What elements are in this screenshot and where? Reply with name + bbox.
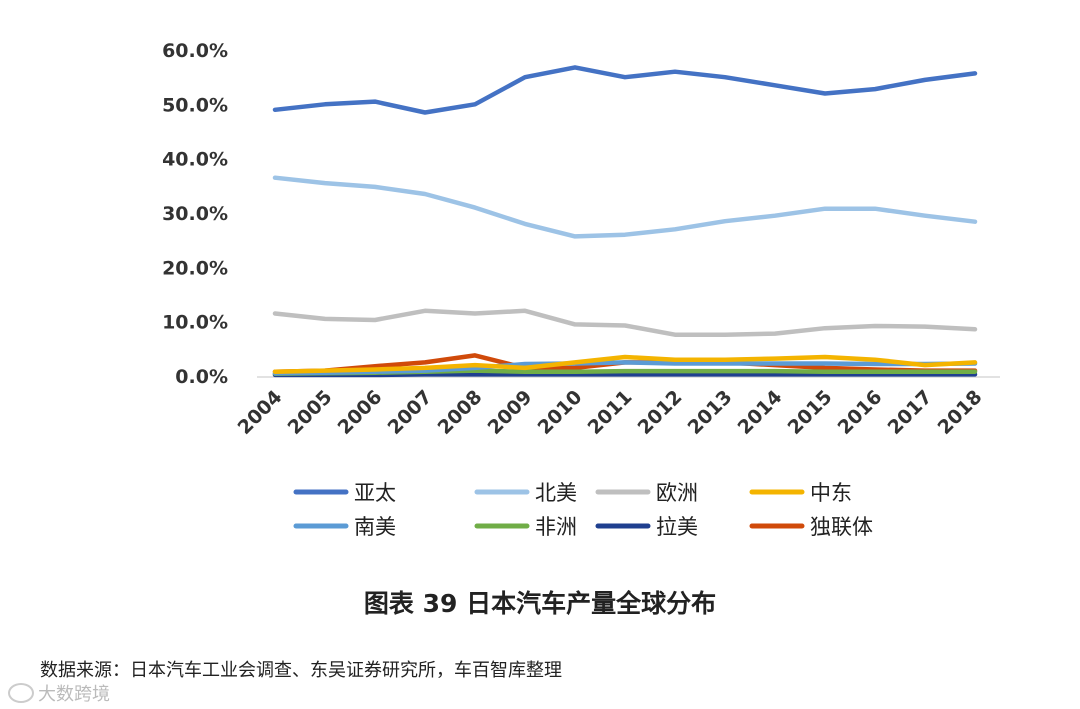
data-source-note: 数据来源：日本汽车工业会调查、东吴证券研究所，车百智库整理 <box>40 660 562 681</box>
y-tick-label: 10.0% <box>162 312 228 334</box>
x-tick-label: 2015 <box>784 386 837 439</box>
series-line-南美 <box>272 360 978 376</box>
x-tick-label: 2017 <box>884 386 937 439</box>
series-line-北美 <box>272 175 978 239</box>
x-tick-label: 2018 <box>934 386 987 439</box>
watermark-text: 大数跨境 <box>38 684 110 705</box>
x-tick-label: 2016 <box>834 386 887 439</box>
legend-label: 非洲 <box>535 515 577 539</box>
watermark: 大数跨境 <box>8 680 110 706</box>
chart-caption: 图表 39 日本汽车产量全球分布 <box>363 589 717 618</box>
series-line-拉美 <box>272 372 978 378</box>
y-axis: 0.0% 10.0% 20.0% 30.0% 40.0% 50.0% 60.0% <box>162 40 228 388</box>
x-tick-label: 2005 <box>284 386 337 439</box>
x-tick-label: 2010 <box>534 386 587 439</box>
series-line-亚太 <box>272 65 978 115</box>
series-lines <box>272 65 978 378</box>
x-tick-label: 2007 <box>384 386 437 439</box>
x-tick-label: 2013 <box>684 386 737 439</box>
series-line-欧洲 <box>272 308 978 337</box>
y-tick-label: 40.0% <box>162 149 228 171</box>
x-tick-label: 2012 <box>634 386 687 439</box>
legend-label: 中东 <box>810 481 852 505</box>
watermark-logo-icon <box>8 683 34 703</box>
line-chart: 0.0%10.0%20.0%30.0%40.0%50.0%60.0% 20042… <box>162 40 1000 539</box>
legend-label: 欧洲 <box>656 481 698 505</box>
x-tick-label: 2006 <box>334 386 387 439</box>
x-axis: 2004200520062007200820092010201120122013… <box>234 386 987 439</box>
y-tick-label: 50.0% <box>162 94 228 116</box>
y-tick-label: 0.0% <box>175 366 228 388</box>
legend-label: 南美 <box>354 515 396 539</box>
x-tick-label: 2014 <box>734 386 787 439</box>
x-tick-label: 2011 <box>584 386 637 439</box>
legend-label: 北美 <box>535 481 577 505</box>
y-tick-label: 30.0% <box>162 203 228 225</box>
legend-label: 拉美 <box>656 515 698 539</box>
x-tick-label: 2008 <box>434 386 487 439</box>
legend-label: 亚太 <box>354 481 396 505</box>
legend-label: 独联体 <box>810 515 873 539</box>
x-tick-label: 2004 <box>234 386 287 439</box>
y-tick-label: 20.0% <box>162 257 228 279</box>
x-tick-label: 2009 <box>484 386 537 439</box>
y-tick-label: 60.0% <box>162 40 228 62</box>
series-line-中东 <box>272 354 978 374</box>
